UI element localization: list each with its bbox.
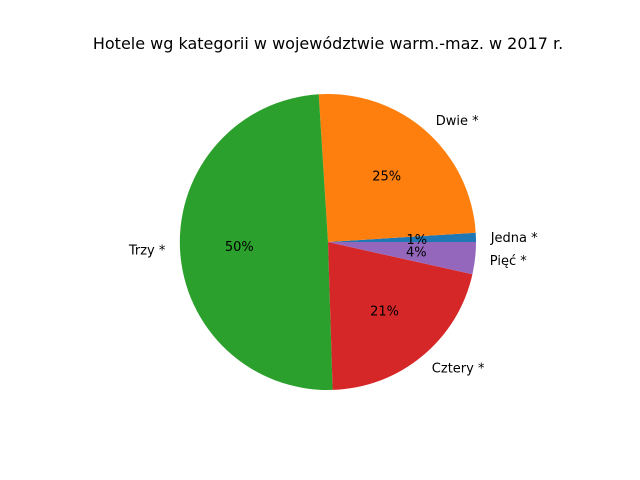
slice-trzy — [179, 94, 333, 391]
slice-cztery — [328, 242, 473, 390]
slice-dwie — [318, 93, 476, 242]
pie-labels: Jedna * 1% Dwie * 25% Trzy * 50% Cztery * 21% Pi… — [128, 114, 538, 376]
slice-pi — [328, 242, 476, 275]
slice-pct-trzy: 50% — [225, 240, 254, 255]
slice-pct-cztery: 21% — [370, 304, 399, 319]
slice-label-dwie: Dwie * — [436, 114, 479, 129]
slice-jedna — [328, 232, 476, 242]
slice-label-trzy: Trzy * — [128, 244, 166, 259]
slice-pct-jedna: 1% — [406, 233, 427, 248]
pie-slices — [179, 93, 476, 391]
chart-title: Hotele wg kategorii w województwie warm.… — [93, 34, 563, 53]
slice-pct-dwie: 25% — [372, 169, 401, 184]
slice-label-cztery: Cztery * — [432, 361, 485, 376]
slice-label-pi: Pięć * — [490, 254, 527, 269]
slice-pct-pi: 4% — [406, 246, 427, 261]
slice-label-jedna: Jedna * — [490, 231, 538, 246]
